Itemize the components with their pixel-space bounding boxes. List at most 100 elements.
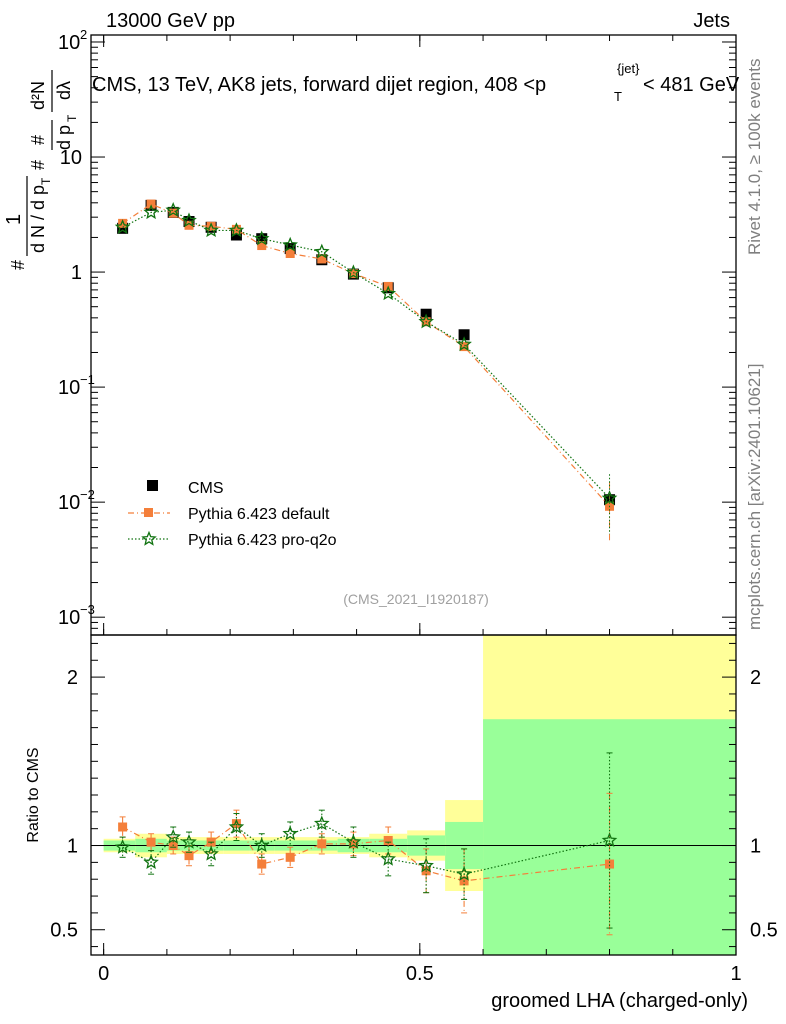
legend-label-default: Pythia 6.423 default — [188, 506, 330, 523]
analysis-id: (CMS_2021_I1920187) — [343, 591, 489, 607]
cms-point — [458, 329, 470, 341]
default-point — [285, 248, 295, 258]
ratio-tick-label-right: 1 — [750, 836, 761, 858]
y-tick-label: 10 — [58, 492, 80, 514]
title-superscript: {jet} — [617, 61, 640, 76]
ylabel-T-1: T — [39, 177, 53, 185]
proq2o-point — [254, 230, 270, 246]
ylabel-dl: dλ — [54, 81, 74, 100]
ylabel-T-2: T — [65, 114, 79, 122]
series-line — [122, 209, 610, 499]
legend-label-proq2o: Pythia 6.423 pro-q2o — [188, 532, 337, 549]
proq2o-point — [314, 243, 330, 259]
ratio-tick-label: 0.5 — [50, 920, 78, 942]
ratio-tick-label: 1 — [67, 836, 78, 858]
ratio-series — [114, 752, 618, 936]
cms-point — [230, 229, 242, 241]
y-tick-label: 10 — [58, 377, 80, 399]
ratio-proq2o-point — [418, 857, 434, 873]
ylabel-dN: d N / d p — [28, 185, 48, 253]
y-tick-label: 10 — [60, 147, 82, 169]
data-series — [114, 199, 618, 543]
ylabel-one: 1 — [3, 214, 25, 225]
proq2o-point — [345, 264, 362, 280]
x-axis-label: groomed LHA (charged-only) — [491, 990, 748, 1012]
ratio-proq2o-point — [114, 839, 131, 854]
proq2o-point — [228, 222, 245, 238]
ratio-default-point — [383, 835, 393, 845]
legend-label-cms: CMS — [188, 480, 224, 497]
legend-marker-proq2o — [141, 530, 157, 546]
y-tick-label: 10 — [58, 32, 80, 54]
default-point — [317, 254, 327, 264]
default-point — [348, 269, 358, 279]
cms-point — [256, 233, 268, 245]
x-tick-label: 1 — [730, 963, 741, 985]
default-point — [231, 224, 241, 234]
ratio-proq2o-point — [181, 834, 197, 849]
ratio-proq2o-point — [313, 815, 330, 831]
ratio-default-point — [257, 859, 267, 869]
y-tick-label: 1 — [71, 262, 82, 284]
y-tick-label: 10 — [58, 607, 80, 629]
default-point — [257, 241, 267, 251]
ratio-tick-label-right: 0.5 — [750, 920, 778, 942]
ratio-tick-label: 2 — [67, 667, 78, 689]
ratio-proq2o-point — [282, 825, 299, 841]
plot-title: CMS, 13 TeV, AK8 jets, forward dijet reg… — [92, 61, 740, 104]
legend-marker-default — [144, 508, 153, 517]
title-end: < 481 GeV — [643, 74, 740, 96]
ratio-proq2o-point — [456, 866, 472, 881]
ratio-proq2o-point — [165, 828, 181, 844]
ratio-default-point — [285, 852, 295, 862]
ratio-default-point — [231, 819, 241, 829]
ratio-default-point — [146, 837, 156, 847]
default-point — [206, 221, 216, 231]
y-tick-exponent: 2 — [80, 27, 87, 42]
default-point — [146, 199, 156, 209]
ylabel-hash-1: # — [8, 260, 28, 270]
default-point — [118, 218, 128, 228]
ratio-y-axis-label: Ratio to CMS — [25, 747, 42, 842]
x-tick-label: 0 — [98, 963, 109, 985]
default-point — [184, 220, 194, 230]
ratio-proq2o-point — [380, 850, 396, 866]
ratio-proq2o-point — [143, 854, 159, 869]
series-line — [122, 203, 610, 507]
y-tick-exponent: −1 — [80, 372, 95, 387]
proq2o-point — [181, 212, 197, 228]
header-left: 13000 GeV pp — [106, 10, 235, 32]
y-tick-exponent: −2 — [80, 487, 95, 502]
proq2o-point — [165, 202, 181, 217]
ratio-default-point — [184, 851, 194, 861]
ratio-tick-label-right: 2 — [750, 667, 761, 689]
proq2o-point — [143, 204, 159, 220]
ratio-uncertainty-bands — [91, 635, 736, 955]
y-tick-exponent: −3 — [80, 602, 95, 617]
ratio-line — [122, 822, 610, 875]
proq2o-point — [203, 222, 219, 238]
y-axis-label: # 1 d N / d p T # # d p T d²N dλ — [3, 70, 79, 270]
proq2o-point — [282, 236, 298, 252]
x-tick-label: 0.5 — [406, 963, 434, 985]
ratio-default-point — [118, 822, 128, 832]
ratio-proq2o-point — [601, 832, 618, 848]
title-subscript: T — [614, 89, 622, 104]
ylabel-d2N: d²N — [28, 81, 48, 110]
ratio-proq2o-point — [253, 837, 270, 853]
ratio-default-point — [348, 839, 358, 849]
ylabel-dpT: d p — [54, 125, 74, 150]
rivet-version: Rivet 4.1.0, ≥ 100k events — [745, 59, 764, 255]
ratio-default-point — [605, 859, 615, 869]
ratio-proq2o-point — [228, 818, 245, 834]
ratio-proq2o-point — [203, 845, 219, 861]
title-text: CMS, 13 TeV, AK8 jets, forward dijet reg… — [92, 74, 546, 96]
cms-point — [117, 222, 129, 234]
header-right: Jets — [693, 10, 730, 32]
proq2o-point — [418, 313, 434, 329]
ratio-default-point — [317, 839, 327, 849]
ylabel-hash-3: # — [28, 135, 48, 145]
proq2o-point — [114, 219, 131, 234]
